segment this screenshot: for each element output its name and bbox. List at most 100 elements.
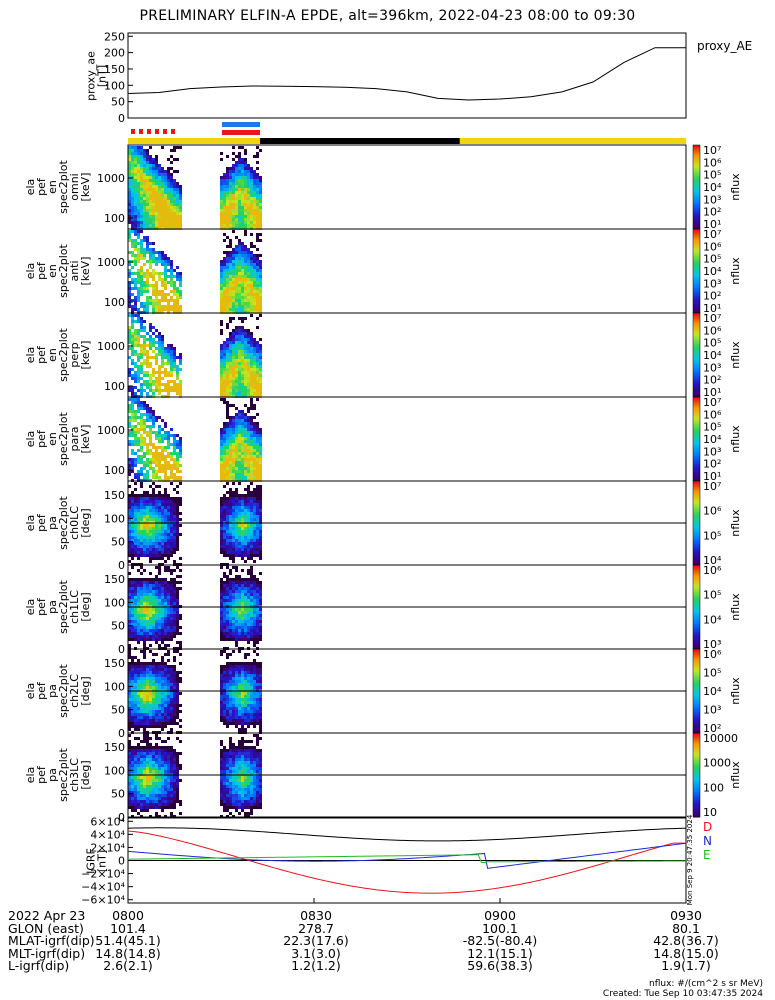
- spec-pixel: [179, 305, 182, 308]
- spec-pixel: [259, 218, 262, 221]
- spec-pixel: [158, 686, 161, 689]
- spec-pixel: [131, 611, 134, 614]
- spec-pixel: [149, 209, 152, 212]
- spec-pixel: [259, 467, 262, 470]
- spec-pixel: [179, 581, 182, 584]
- spec-pixel: [140, 668, 143, 671]
- spec-pixel: [155, 272, 158, 275]
- colorbar-step: [693, 203, 700, 207]
- spec-pixel: [256, 167, 259, 170]
- spec-pixel: [229, 443, 232, 446]
- spec-pixel: [173, 695, 176, 698]
- spec-pixel: [146, 296, 149, 299]
- proxy-ae-legend: proxy_AE: [697, 39, 752, 53]
- spec-pixel: [241, 698, 244, 701]
- spec-pixel: [241, 584, 244, 587]
- spec-pixel: [140, 419, 143, 422]
- spec-pixel: [173, 188, 176, 191]
- spec-pixel: [128, 161, 131, 164]
- spec-pixel: [140, 440, 143, 443]
- spec-pixel: [146, 524, 149, 527]
- spec-pixel: [170, 188, 173, 191]
- spec-pixel: [134, 386, 137, 389]
- spec-pixel: [259, 365, 262, 368]
- spec-pixel: [137, 221, 140, 224]
- spec-pixel: [161, 668, 164, 671]
- spec-pixel: [232, 392, 235, 395]
- spec-pixel: [155, 527, 158, 530]
- spec-pixel: [164, 620, 167, 623]
- colorbar-step: [693, 161, 700, 165]
- spec-pixel: [140, 707, 143, 710]
- colorbar-step: [693, 493, 700, 497]
- spec-pixel: [256, 476, 259, 479]
- colorbar-step: [693, 266, 700, 270]
- spec-pixel: [137, 692, 140, 695]
- spec-pixel: [143, 638, 146, 641]
- spec-pixel: [259, 308, 262, 311]
- spec-pixel: [241, 287, 244, 290]
- spec-pixel: [244, 527, 247, 530]
- spec-pixel: [235, 308, 238, 311]
- spec-pixel: [164, 569, 167, 572]
- spec-pixel: [146, 284, 149, 287]
- spec-pixel: [235, 326, 238, 329]
- spec-pixel: [241, 281, 244, 284]
- spec-pixel: [143, 389, 146, 392]
- spec-pixel: [250, 506, 253, 509]
- spec-pixel: [167, 347, 170, 350]
- spec-pixel: [170, 578, 173, 581]
- spec-pixel: [164, 542, 167, 545]
- spec-pixel: [241, 620, 244, 623]
- spec-pixel: [128, 200, 131, 203]
- spec-pixel: [220, 551, 223, 554]
- spec-pixel: [134, 164, 137, 167]
- spec-pixel: [176, 722, 179, 725]
- spec-pixel: [137, 296, 140, 299]
- spec-pixel: [220, 707, 223, 710]
- spec-pixel: [173, 590, 176, 593]
- spec-pixel: [152, 290, 155, 293]
- spec-pixel: [149, 533, 152, 536]
- spec-pixel: [235, 299, 238, 302]
- spec-pixel: [131, 272, 134, 275]
- spec-pixel: [229, 254, 232, 257]
- spec-pixel: [235, 500, 238, 503]
- spec-pixel: [140, 383, 143, 386]
- spec-pixel: [164, 611, 167, 614]
- colorbar-step: [693, 392, 700, 396]
- spec-pixel: [220, 713, 223, 716]
- spec-pixel: [149, 434, 152, 437]
- colorbar-step: [693, 268, 700, 272]
- spec-pixel: [247, 164, 250, 167]
- spec-pixel: [161, 347, 164, 350]
- spec-pixel: [131, 587, 134, 590]
- spec-pixel: [131, 512, 134, 515]
- spec-pixel: [179, 470, 182, 473]
- spec-pixel: [256, 524, 259, 527]
- spec-pixel: [152, 611, 155, 614]
- spec-pixel: [134, 413, 137, 416]
- spec-pixel: [223, 422, 226, 425]
- spec-pixel: [140, 710, 143, 713]
- spec-pixel: [238, 602, 241, 605]
- spec-pixel: [167, 380, 170, 383]
- spec-pixel: [146, 500, 149, 503]
- spec-pixel: [229, 707, 232, 710]
- spec-pixel: [161, 359, 164, 362]
- spec-pixel: [256, 236, 259, 239]
- spec-pixel: [131, 602, 134, 605]
- spec-pixel: [167, 557, 170, 560]
- spec-pixel: [152, 173, 155, 176]
- spec-pixel: [134, 629, 137, 632]
- spec-pixel: [232, 674, 235, 677]
- spec-pixel: [223, 308, 226, 311]
- spec-pixel: [244, 623, 247, 626]
- spec-pixel: [155, 371, 158, 374]
- spec-pixel: [140, 275, 143, 278]
- spec-pixel: [220, 464, 223, 467]
- spec-pixel: [223, 197, 226, 200]
- spec-pixel: [146, 419, 149, 422]
- spec-pixel: [247, 542, 250, 545]
- spec-pixel: [259, 512, 262, 515]
